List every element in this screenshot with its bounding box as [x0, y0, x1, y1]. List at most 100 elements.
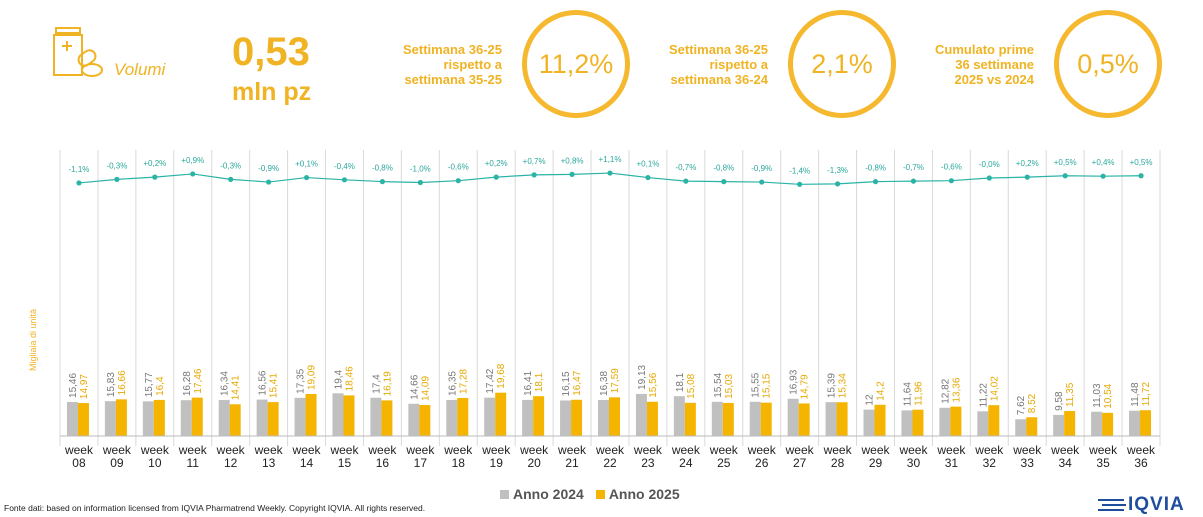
x-tick-label: week 24	[671, 443, 701, 470]
x-tick-label: week 19	[481, 443, 511, 470]
data-label-2025: 16,4	[155, 376, 166, 396]
change-point	[228, 176, 234, 182]
x-tick-label: week 23	[633, 443, 663, 470]
bar-2024	[1015, 419, 1027, 436]
bar-2024	[749, 401, 761, 436]
bar-2025	[1026, 417, 1038, 436]
bar-2024	[256, 399, 268, 436]
data-label-2024: 7,62	[1016, 395, 1027, 415]
x-tick-label: week 20	[519, 443, 549, 470]
change-label: +0,5%	[1054, 158, 1077, 167]
data-label-2024: 17,4	[371, 374, 382, 394]
bar-2025	[381, 400, 393, 436]
bar-2024	[939, 407, 951, 436]
data-label-2025: 18,46	[344, 366, 355, 391]
bar-2024	[408, 403, 420, 436]
bar-2025	[229, 404, 241, 436]
bar-2024	[332, 393, 344, 436]
x-tick-label: week 08	[64, 443, 94, 470]
data-label-2024: 15,83	[106, 372, 117, 397]
change-label: -0,0%	[979, 160, 1000, 169]
change-point	[76, 180, 82, 186]
x-tick-label: week 32	[974, 443, 1004, 470]
bar-2025	[988, 405, 1000, 436]
data-label-2024: 17,42	[485, 368, 496, 393]
data-label-2024: 14,66	[409, 374, 420, 399]
change-point	[683, 178, 689, 184]
x-tick-label: week 35	[1088, 443, 1118, 470]
data-label-2024: 12	[865, 394, 876, 406]
bar-2025	[722, 402, 734, 436]
bar-2024	[673, 396, 685, 436]
bar-2025	[1064, 411, 1076, 436]
data-label-2025: 17,59	[610, 368, 621, 393]
data-label-2025: 14,79	[800, 374, 811, 399]
kpi-3-label: Cumulato prime 36 settimane 2025 vs 2024	[935, 42, 1034, 87]
bar-2025	[874, 404, 886, 436]
change-point	[455, 178, 461, 184]
x-tick-label: week 13	[254, 443, 284, 470]
data-label-2024: 16,15	[561, 371, 572, 396]
kpi-2-label: Settimana 36-25 rispetto a settimana 36-24	[669, 42, 768, 87]
bar-2025	[153, 399, 165, 436]
bar-2025	[571, 399, 583, 436]
bar-2025	[77, 403, 89, 436]
bar-2024	[370, 397, 382, 436]
x-tick-label: week 27	[785, 443, 815, 470]
change-point	[303, 174, 310, 181]
bar-2024	[104, 401, 116, 436]
change-label: -0,8%	[372, 164, 393, 173]
legend-item-2024: Anno 2024	[513, 486, 584, 502]
x-tick-label: week 11	[178, 443, 208, 470]
change-label: +0,1%	[295, 160, 318, 169]
change-label: -0,4%	[334, 162, 355, 171]
iqvia-logo-text: IQVIA	[1128, 494, 1185, 515]
bar-2024	[180, 400, 192, 436]
change-point	[569, 171, 575, 177]
data-label-2025: 14,41	[231, 375, 242, 400]
change-label: -1,0%	[410, 165, 431, 174]
change-label: +0,7%	[523, 157, 546, 166]
change-label: -0,3%	[220, 161, 241, 170]
data-label-2024: 16,56	[258, 370, 269, 395]
data-label-2024: 12,82	[940, 378, 951, 403]
total-value: 0,53	[232, 30, 310, 74]
kpi-1-circle: 11,2%	[522, 10, 630, 118]
iqvia-logo: IQVIA	[1098, 494, 1185, 516]
data-label-2025: 11,72	[1141, 381, 1152, 406]
section-label: Volumi	[114, 60, 166, 79]
data-label-2025: 15,41	[269, 373, 280, 398]
x-tick-label: week 34	[1050, 443, 1080, 470]
kpi-1-label: Settimana 36-25 rispetto a settimana 35-25	[403, 42, 502, 87]
change-label: +0,2%	[1016, 159, 1039, 168]
data-label-2025: 10,54	[1103, 383, 1114, 408]
data-label-2024: 16,38	[599, 371, 610, 396]
data-label-2025: 17,46	[193, 368, 204, 393]
data-label-2025: 15,08	[686, 373, 697, 398]
change-label: -1,1%	[69, 165, 90, 174]
legend-swatch-2024	[500, 489, 509, 499]
change-label: -0,6%	[448, 163, 469, 172]
bar-2024	[66, 401, 78, 436]
bar-2025	[343, 395, 355, 436]
change-point	[379, 179, 386, 185]
bar-2025	[950, 406, 962, 436]
change-point	[721, 179, 727, 185]
change-point	[417, 179, 423, 186]
data-label-2024: 17,35	[296, 368, 307, 393]
data-label-2025: 15,56	[648, 372, 659, 397]
data-label-2025: 19,68	[496, 363, 507, 388]
change-point	[986, 175, 992, 181]
x-tick-label: week 33	[1012, 443, 1042, 470]
x-tick-label: week 16	[367, 443, 397, 470]
iqvia-logo-icon	[1098, 499, 1126, 511]
data-label-2025: 13,36	[951, 377, 962, 402]
data-label-2025: 15,15	[762, 373, 773, 398]
x-tick-label: week 25	[709, 443, 739, 470]
change-label: +0,4%	[1092, 158, 1115, 167]
x-tick-label: week 10	[140, 443, 170, 470]
change-label: -0,8%	[713, 164, 734, 173]
bar-2025	[912, 409, 924, 436]
x-tick-label: week 12	[216, 443, 246, 470]
